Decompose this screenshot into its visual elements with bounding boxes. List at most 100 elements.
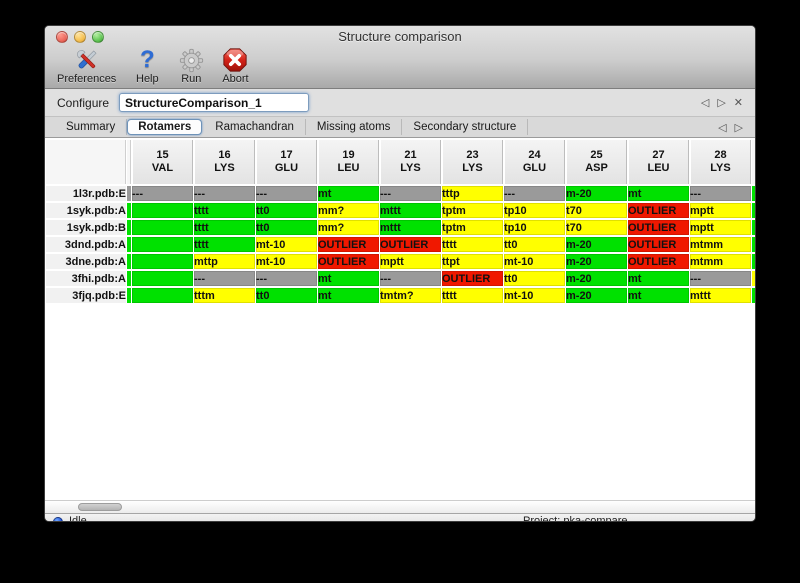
rotamer-cell[interactable]: OUTLIER (628, 254, 689, 269)
rotamer-cell[interactable]: mt (318, 271, 379, 286)
rotamer-cell[interactable]: tttp (442, 186, 503, 201)
row-label[interactable]: 3dne.pdb:A (46, 254, 126, 269)
rotamer-cell[interactable]: mt-10 (256, 254, 317, 269)
tab-missing-atoms[interactable]: Missing atoms (306, 119, 403, 135)
rotamer-cell[interactable] (132, 254, 193, 269)
rotamer-cell[interactable]: mm? (318, 220, 379, 235)
rotamer-cell[interactable]: mtmm (690, 237, 751, 252)
rotamer-cell[interactable]: t70 (566, 220, 627, 235)
configure-back-icon[interactable]: ◁ (700, 97, 710, 109)
row-label[interactable]: 1syk.pdb:B (46, 220, 126, 235)
rotamer-cell[interactable]: tttt (442, 288, 503, 303)
abort-button[interactable]: Abort (222, 47, 249, 85)
row-label[interactable]: 3fjq.pdb:E (46, 288, 126, 303)
minimize-window-button[interactable] (74, 31, 86, 43)
rotamer-cell[interactable]: tttt (194, 237, 255, 252)
rotamer-cell[interactable]: tptm (442, 203, 503, 218)
rotamer-cell[interactable]: mt (318, 186, 379, 201)
rotamer-cell[interactable]: tmtm? (380, 288, 441, 303)
row-label[interactable]: 3dnd.pdb:A (46, 237, 126, 252)
rotamer-cell[interactable]: mt (318, 288, 379, 303)
rotamer-cell[interactable] (132, 271, 193, 286)
horizontal-scrollbar-thumb[interactable] (78, 503, 122, 511)
rotamer-cell[interactable]: tptm (442, 220, 503, 235)
rotamer-cell[interactable]: --- (380, 271, 441, 286)
rotamer-cell[interactable]: --- (690, 186, 751, 201)
rotamer-cell[interactable]: tt0 (504, 271, 565, 286)
rotamer-cell[interactable]: --- (690, 271, 751, 286)
tab-secondary-structure[interactable]: Secondary structure (402, 119, 529, 135)
rotamer-cell[interactable]: mttp (194, 254, 255, 269)
rotamer-cell[interactable]: mptt (690, 203, 751, 218)
rotamer-cell[interactable]: tt0 (504, 237, 565, 252)
rotamer-cell[interactable]: tt0 (256, 203, 317, 218)
rotamer-cell[interactable]: --- (380, 186, 441, 201)
rotamer-cell[interactable]: mt-10 (256, 237, 317, 252)
rotamer-cell[interactable]: tp10 (504, 203, 565, 218)
rotamer-cell[interactable]: mt (628, 186, 689, 201)
rotamer-cell[interactable]: OUTLIER (380, 237, 441, 252)
help-button[interactable]: ? Help (134, 47, 160, 86)
rotamer-cell[interactable]: OUTLIER (442, 271, 503, 286)
rotamer-cell[interactable]: OUTLIER (628, 237, 689, 252)
rotamer-cell[interactable]: tt0 (256, 220, 317, 235)
row-label[interactable]: 3fhi.pdb:A (46, 271, 126, 286)
rotamer-cell[interactable]: m-20 (566, 186, 627, 201)
rotamer-cell[interactable]: m-20 (566, 271, 627, 286)
zoom-window-button[interactable] (92, 31, 104, 43)
rotamer-cell[interactable]: mt-10 (504, 288, 565, 303)
rotamer-cell[interactable]: m-20 (566, 237, 627, 252)
rotamer-cell[interactable]: mt (628, 271, 689, 286)
rotamer-cell[interactable]: mttt (690, 288, 751, 303)
preferences-tools-icon (74, 47, 100, 73)
rotamer-cell[interactable]: mm? (318, 203, 379, 218)
rotamer-cell[interactable]: t70 (566, 203, 627, 218)
preferences-button[interactable]: Preferences (57, 47, 116, 85)
rotamer-cell[interactable]: --- (194, 186, 255, 201)
configure-name-input[interactable] (119, 93, 310, 112)
configure-row: Configure ◁ ▷ ✕ (45, 89, 755, 117)
rotamer-cell[interactable]: mt (628, 288, 689, 303)
rotamer-cell[interactable]: mt-10 (504, 254, 565, 269)
rotamer-cell[interactable]: mptt (690, 220, 751, 235)
close-window-button[interactable] (56, 31, 68, 43)
rotamer-cell[interactable]: m-20 (566, 254, 627, 269)
rotamer-cell[interactable]: tp10 (504, 220, 565, 235)
rotamer-cell[interactable]: --- (132, 186, 193, 201)
rotamer-cell[interactable] (132, 237, 193, 252)
tab-ramachandran[interactable]: Ramachandran (204, 119, 306, 135)
rotamer-cell[interactable]: mttt (380, 203, 441, 218)
rotamer-cell[interactable]: tttt (194, 220, 255, 235)
rotamer-cell[interactable]: --- (256, 271, 317, 286)
rotamer-cell[interactable]: tttt (194, 203, 255, 218)
rotamer-cell[interactable]: --- (256, 186, 317, 201)
rotamer-cell[interactable]: tttt (442, 237, 503, 252)
tab-summary[interactable]: Summary (55, 119, 128, 135)
rotamer-cell[interactable]: OUTLIER (628, 220, 689, 235)
rotamer-cell[interactable]: tt0 (256, 288, 317, 303)
rotamer-cell[interactable]: OUTLIER (318, 237, 379, 252)
rotamer-cell[interactable]: mtmm (690, 254, 751, 269)
configure-close-icon[interactable]: ✕ (733, 97, 743, 109)
rotamer-cell[interactable]: mptt (380, 254, 441, 269)
row-label[interactable]: 1l3r.pdb:E (46, 186, 126, 201)
rotamer-cell[interactable]: OUTLIER (628, 203, 689, 218)
rotamer-cell[interactable] (132, 220, 193, 235)
tabs-back-icon[interactable]: ◁ (718, 121, 727, 134)
tabs-forward-icon[interactable]: ▷ (734, 121, 743, 134)
configure-forward-icon[interactable]: ▷ (717, 97, 726, 109)
rotamer-cell[interactable] (132, 288, 193, 303)
title-bar[interactable]: Structure comparison (45, 26, 755, 47)
rotamer-cell[interactable]: --- (194, 271, 255, 286)
horizontal-scrollbar[interactable] (45, 500, 755, 513)
tab-rotamers[interactable]: Rotamers (127, 119, 203, 135)
rotamer-cell[interactable]: mttt (380, 220, 441, 235)
rotamer-cell[interactable]: tttm (194, 288, 255, 303)
run-button[interactable]: Run (178, 47, 204, 85)
rotamer-cell[interactable]: ttpt (442, 254, 503, 269)
rotamer-cell[interactable]: OUTLIER (318, 254, 379, 269)
rotamer-cell[interactable]: m-20 (566, 288, 627, 303)
rotamer-cell[interactable] (132, 203, 193, 218)
row-label[interactable]: 1syk.pdb:A (46, 203, 126, 218)
rotamer-cell[interactable]: --- (504, 186, 565, 201)
